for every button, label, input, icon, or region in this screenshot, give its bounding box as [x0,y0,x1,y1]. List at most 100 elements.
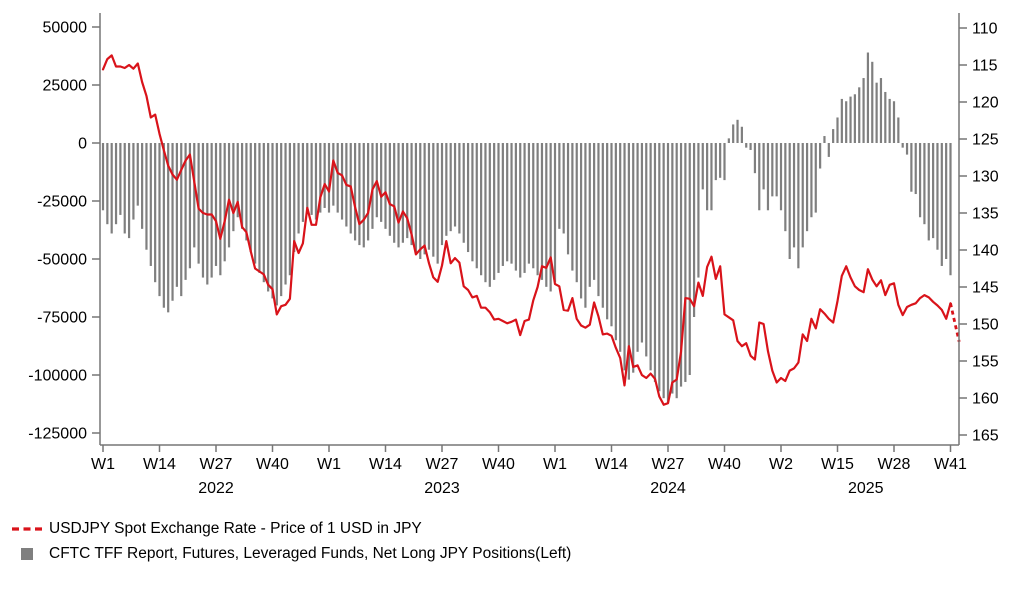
bar [845,101,848,143]
bar [779,143,783,211]
bar [493,143,496,280]
bar [388,143,391,236]
bar [301,143,305,222]
bar [471,143,474,262]
bar [627,143,630,380]
right-tick-label: 130 [972,169,999,186]
left-tick-label: 50000 [43,20,88,37]
bar [571,143,574,271]
bar [201,143,205,278]
bar [645,143,648,357]
bar [371,143,374,229]
bar [284,143,287,285]
left-tick-label: 0 [78,136,87,153]
bar [653,143,657,382]
bar [697,143,700,278]
bar [106,143,109,225]
bar [875,82,878,143]
bar [671,143,674,394]
bar [367,143,370,241]
bar [923,143,926,225]
bar [527,143,531,264]
bar [588,143,591,287]
x-tick-label: W40 [708,456,741,473]
bar [488,143,491,287]
bar [184,143,187,280]
bar [275,143,278,306]
bar [892,101,896,143]
bar [753,143,757,174]
bar [401,143,404,243]
bar [688,143,691,375]
bar [514,143,517,271]
bar [262,143,265,283]
bar [254,143,257,264]
bar [940,143,943,266]
bar [475,143,478,269]
bar [123,143,126,234]
bar [540,143,544,280]
bar [293,143,296,253]
bar [180,143,183,297]
bar [280,143,283,297]
x-tick-label: W1 [91,456,115,473]
right-tick-label: 125 [972,132,999,149]
bar [532,143,535,269]
bar [771,143,774,197]
bar [610,143,613,327]
x-tick-label: W40 [482,456,515,473]
bar [449,143,452,232]
bar [936,143,939,250]
bar [684,143,687,382]
bar [606,143,609,320]
bar [666,143,670,403]
bar [458,143,461,234]
bar [219,143,222,276]
bar [914,143,917,195]
bar [736,119,739,143]
bar [423,143,426,255]
bar [692,143,696,317]
bar [114,143,118,225]
bar [766,143,770,211]
bar [714,143,717,181]
bar [149,143,152,266]
right-tick-label: 155 [972,354,999,371]
bar [288,143,291,276]
bar [445,143,448,236]
bar [706,143,709,211]
bar [110,143,113,234]
bar [827,143,830,157]
bar [136,143,139,206]
bar [236,143,239,218]
bar [154,143,157,283]
bar [462,143,465,243]
x-year-label: 2024 [650,480,686,497]
bar [414,143,418,253]
bar [419,143,422,259]
chart-container: 50000 25000 0 -25000 -50000 -75000 -100000 -125… [28,13,999,497]
bar [879,78,883,143]
bar [141,143,144,229]
x-tick-label: W1 [317,456,341,473]
bar [636,143,639,352]
x-tick-label: W15 [821,456,854,473]
x-tick-label: W14 [369,456,402,473]
bar [727,138,730,143]
bar [745,143,748,148]
chart-canvas: 50000 25000 0 -25000 -50000 -75000 -100000 -125… [28,13,999,497]
left-tick-label: -100000 [28,368,87,385]
bar [232,143,235,232]
bar [297,143,300,234]
bar [553,143,557,283]
bar [223,143,226,262]
bar [918,143,922,218]
bar [619,143,622,352]
bar [240,143,244,229]
bar [523,143,526,273]
legend-item-cftc-bars: CFTC TFF Report, Futures, Leveraged Fund… [12,545,1022,563]
bar [566,143,570,255]
x-tick-label: W1 [543,456,567,473]
bar [167,143,170,313]
bar [340,143,344,220]
